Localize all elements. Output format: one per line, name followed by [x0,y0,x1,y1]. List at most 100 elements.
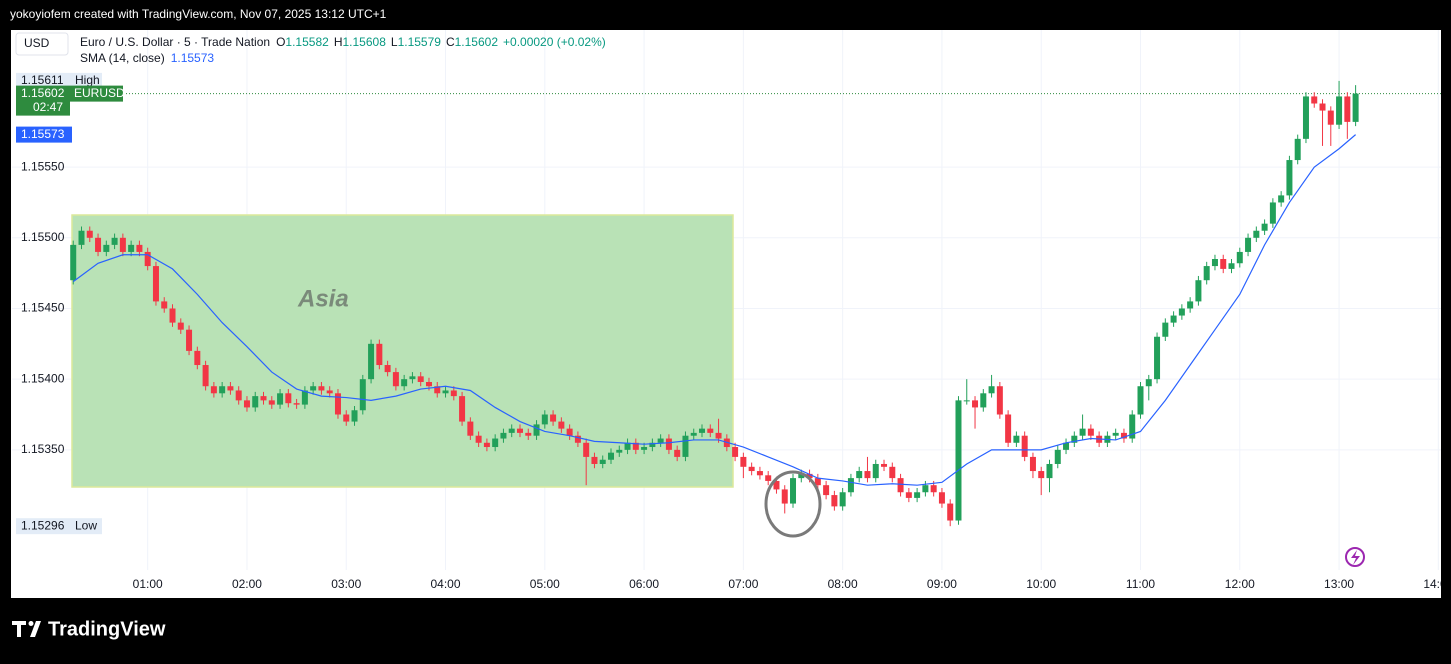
candle-body [1013,435,1020,443]
candle-body [450,390,457,397]
price-tag [16,72,102,89]
candle-body [1327,110,1334,125]
x-tick-label: 10:00 [1026,577,1056,591]
x-tick-label: 08:00 [828,577,858,591]
ohlc-value: 1.15602 [455,35,499,49]
candle-body [922,485,929,493]
candle-body [624,442,631,450]
last-price: 1.15602 [21,86,65,100]
candle-body [301,390,308,405]
candle-body [1195,280,1202,302]
candle-body [368,343,375,380]
candle-body [1071,435,1078,443]
candle-body [881,463,888,467]
candle-body [111,237,118,245]
price-tag [16,85,70,116]
candle-body [1120,432,1127,439]
candle-body [310,386,317,391]
candle-body [1079,428,1086,436]
candle-body [161,301,168,309]
indicator-legend: SMA (14, close) 1.15573 [80,51,214,65]
y-tick-label: 1.15450 [21,301,65,315]
x-tick-label: 07:00 [728,577,758,591]
candle-body [889,466,896,479]
candle-body [128,244,135,252]
candle-body [905,492,912,498]
candle-body [996,386,1003,415]
candle-body [1046,463,1053,479]
y-tick-label: 1.15500 [21,230,65,244]
candle-body [1170,315,1177,323]
candle-body [78,230,85,245]
candle-body [980,393,987,408]
candle-body [699,428,706,433]
annotation: Asia [297,285,349,312]
high-label: High [75,73,100,87]
candle-body [790,478,797,504]
x-tick-label: 02:00 [232,577,262,591]
sma-price: 1.15573 [21,127,65,141]
candle-body [748,466,755,472]
price-tag [16,518,102,535]
candle-body [1311,96,1318,104]
candle-body [591,456,598,464]
candle-body [806,473,813,479]
candle-body [516,428,523,433]
candle-body [831,495,838,507]
x-tick-label: 06:00 [629,577,659,591]
candle-body [318,386,325,391]
price-labels: 1.15350 1.15400 1.15450 1.15500 1.15550 1.156… [16,72,125,535]
candle-body [607,452,614,460]
last-symbol: EURUSD [74,86,125,100]
x-tick-label: 05:00 [530,577,560,591]
low-label: Low [75,518,97,532]
footer-brand: TradingView [48,618,166,640]
ohlc-key: C [446,35,455,49]
price-tag [16,126,72,143]
candle-body [856,471,863,479]
candle-body [219,386,226,394]
candles [70,80,1359,527]
candle-body [1112,432,1119,436]
asia-box [71,214,734,488]
candle-body [566,428,573,436]
candle-body [293,403,300,405]
logo [12,621,41,637]
x-tick-label: 14:00 [1423,577,1451,591]
candle-body [574,435,581,443]
candle-body [657,438,664,443]
candle-body [533,424,540,436]
candle-body [558,421,565,429]
ohlc-key: H [334,35,343,49]
candle-body [475,435,482,443]
low-price: 1.15296 [21,518,65,532]
candle-body [194,350,201,366]
candle-body [227,386,234,391]
candle-body [243,400,250,408]
x-tick-label: 03:00 [331,577,361,591]
candle-body [417,376,424,382]
candle-body [459,396,466,422]
currency[interactable]: USD [24,36,50,50]
candle-body [756,471,763,476]
candle-body [144,251,151,267]
candle-body [1129,414,1136,439]
candle-body [872,463,879,479]
candle-body [665,438,672,450]
currency-button[interactable] [15,32,69,56]
candle-body [823,485,830,496]
candle-body [492,438,499,448]
candle-body [1203,266,1210,281]
plot: Asia 1.15350 1.15400 1.15450 1.15500 1.15550… [12,30,1441,570]
candle-body [641,447,648,450]
candle-body [1154,336,1161,380]
candle-body [781,489,788,504]
candle-body [392,372,399,387]
candle-body [1162,322,1169,337]
candle-body [798,473,805,479]
candle-body [1220,259,1227,269]
candle-body [632,442,639,450]
alert-icon[interactable] [1345,547,1365,567]
candle-body [425,381,432,387]
candle-body [1087,428,1094,436]
